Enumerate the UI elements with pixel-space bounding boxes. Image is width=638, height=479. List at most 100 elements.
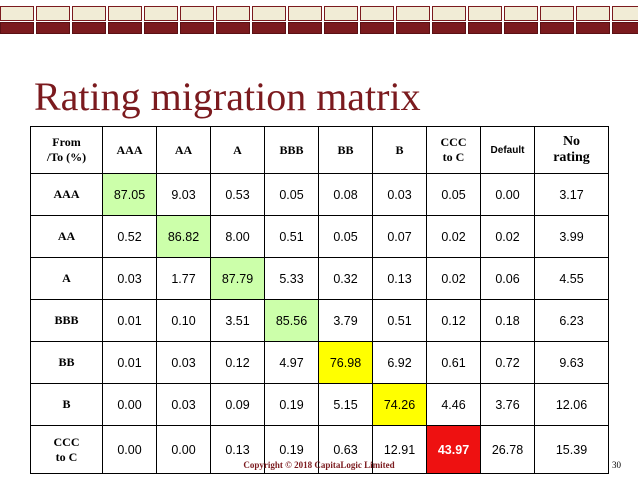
title-bar-block <box>108 22 142 34</box>
table-cell: 5.15 <box>318 383 373 426</box>
title-bar-block <box>540 6 574 21</box>
table-row: AA 0.52 86.82 8.00 0.51 0.05 0.07 0.02 0.02 3.99 <box>30 215 609 258</box>
title-bar-block <box>180 6 214 21</box>
row-header-cell: CCC to C <box>30 425 103 474</box>
table-cell: 0.12 <box>210 341 265 384</box>
row-header-cell: A <box>30 257 103 300</box>
table-cell: 0.63 <box>318 425 373 474</box>
title-bar-block <box>576 6 610 21</box>
title-bar-block <box>504 22 538 34</box>
table-cell: 0.02 <box>426 215 481 258</box>
table-row: A 0.03 1.77 87.79 5.33 0.32 0.13 0.02 0.06 4.55 <box>30 257 609 300</box>
col-header-bbb: BBB <box>264 126 319 174</box>
title-bar-block <box>576 22 610 34</box>
table-cell: 0.19 <box>264 383 319 426</box>
table-cell: 0.02 <box>480 215 535 258</box>
col-header-ccc: CCC to C <box>426 126 481 174</box>
table-row: BB 0.01 0.03 0.12 4.97 76.98 6.92 0.61 0.72 9.63 <box>30 341 609 384</box>
table-cell: 85.56 <box>264 299 319 342</box>
table-header-row: From /To (%) AAA AA A BBB BB B CCC to C D… <box>30 126 609 174</box>
table-cell: 3.76 <box>480 383 535 426</box>
table-row: BBB 0.01 0.10 3.51 85.56 3.79 0.51 0.12 0.18 6.23 <box>30 299 609 342</box>
table-cell: 43.97 <box>426 425 481 474</box>
title-bar-block <box>360 22 394 34</box>
title-bar-block <box>504 6 538 21</box>
table-cell: 0.18 <box>480 299 535 342</box>
table-cell: 0.07 <box>372 215 427 258</box>
col-header-default: Default <box>480 126 535 174</box>
title-bar-block <box>540 22 574 34</box>
title-bar-block <box>360 6 394 21</box>
title-bar-block <box>36 22 70 34</box>
table-cell: 0.05 <box>318 215 373 258</box>
title-bar-block <box>468 22 502 34</box>
col-header-b: B <box>372 126 427 174</box>
title-bar-block <box>432 6 466 21</box>
title-bar-block <box>216 6 250 21</box>
title-bar-block <box>0 22 34 34</box>
title-bar-block <box>324 22 358 34</box>
title-bar-block <box>324 6 358 21</box>
title-bar-block <box>288 6 322 21</box>
table-cell: 0.12 <box>426 299 481 342</box>
table-cell: 3.99 <box>534 215 609 258</box>
table-cell: 5.33 <box>264 257 319 300</box>
table-cell: 0.72 <box>480 341 535 384</box>
row-header-cell: AAA <box>30 173 103 216</box>
table-row: CCC to C 0.00 0.00 0.13 0.19 0.63 12.91 43.97 26.… <box>30 425 609 474</box>
row-header-cell: BB <box>30 341 103 384</box>
table-cell: 0.32 <box>318 257 373 300</box>
col-header-no-rating: No rating <box>534 126 609 174</box>
table-cell: 0.02 <box>426 257 481 300</box>
corner-line1: From <box>52 135 81 149</box>
table-cell: 9.03 <box>156 173 211 216</box>
table-cell: 0.53 <box>210 173 265 216</box>
row-header-cell: B <box>30 383 103 426</box>
table-cell: 9.63 <box>534 341 609 384</box>
row-header-cell: BBB <box>30 299 103 342</box>
table-cell: 26.78 <box>480 425 535 474</box>
title-bar-block <box>252 6 286 21</box>
table-cell: 0.61 <box>426 341 481 384</box>
table-cell: 0.03 <box>372 173 427 216</box>
table-cell: 12.91 <box>372 425 427 474</box>
table-cell: 3.79 <box>318 299 373 342</box>
title-bar-block <box>612 6 638 21</box>
table-cell: 0.03 <box>102 257 157 300</box>
row-header-cell: AA <box>30 215 103 258</box>
table-cell: 15.39 <box>534 425 609 474</box>
table-cell: 0.51 <box>372 299 427 342</box>
title-bar-block <box>180 22 214 34</box>
title-bar-block <box>252 22 286 34</box>
table-cell: 4.46 <box>426 383 481 426</box>
title-bar-decoration <box>0 0 638 36</box>
table-row: B 0.00 0.03 0.09 0.19 5.15 74.26 4.46 3.76 12.06 <box>30 383 609 426</box>
table-cell: 0.06 <box>480 257 535 300</box>
title-bar-block <box>216 22 250 34</box>
table-cell: 0.00 <box>480 173 535 216</box>
title-bar-block <box>288 22 322 34</box>
table-cell: 0.09 <box>210 383 265 426</box>
title-bar-block <box>432 22 466 34</box>
table-cell: 0.03 <box>156 383 211 426</box>
table-cell: 0.01 <box>102 299 157 342</box>
table-cell: 12.06 <box>534 383 609 426</box>
table-cell: 0.00 <box>156 425 211 474</box>
table-cell: 0.05 <box>426 173 481 216</box>
table-cell: 0.05 <box>264 173 319 216</box>
table-cell: 86.82 <box>156 215 211 258</box>
title-bar-block <box>612 22 638 34</box>
table-cell: 0.03 <box>156 341 211 384</box>
title-bar-block <box>468 6 502 21</box>
copyright-footer: Copyright © 2018 CapitaLogic Limited <box>243 460 395 470</box>
col-header-bb: BB <box>318 126 373 174</box>
table-cell: 4.97 <box>264 341 319 384</box>
page-number: 30 <box>612 460 621 470</box>
title-bar-block <box>144 6 178 21</box>
table-cell: 0.13 <box>372 257 427 300</box>
table-cell: 3.17 <box>534 173 609 216</box>
table-row: AAA 87.05 9.03 0.53 0.05 0.08 0.03 0.05 0.00 3.17 <box>30 173 609 216</box>
table-cell: 6.92 <box>372 341 427 384</box>
corner-header-cell: From /To (%) <box>30 126 103 174</box>
table-cell: 6.23 <box>534 299 609 342</box>
